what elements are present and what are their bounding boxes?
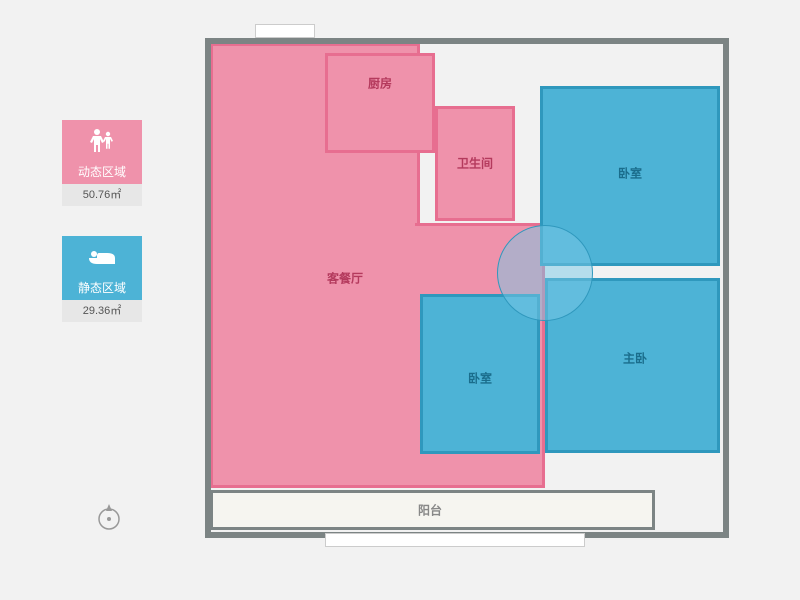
legend-dynamic-label: 动态区域 [62, 160, 142, 184]
legend-static: 静态区域 29.36㎡ [62, 236, 142, 322]
legend-static-value: 29.36㎡ [62, 300, 142, 322]
floor-plan: 客餐厅厨房卫生间卧室主卧卧室阳台 [205, 28, 735, 588]
people-icon [62, 120, 142, 160]
legend: 动态区域 50.76㎡ 静态区域 29.36㎡ [62, 120, 142, 352]
canvas: 动态区域 50.76㎡ 静态区域 29.36㎡ 客餐厅厨房卫生间卧室主卧卧 [0, 0, 800, 600]
room-label-kitchen: 厨房 [368, 75, 392, 92]
room-label-bedroom1: 卧室 [618, 165, 642, 182]
room-label-bath: 卫生间 [457, 155, 493, 172]
legend-static-label: 静态区域 [62, 276, 142, 300]
room-label-balcony: 阳台 [418, 502, 442, 519]
room-label-master: 主卧 [623, 350, 647, 367]
compass-icon [94, 502, 124, 532]
room-label-living: 客餐厅 [327, 270, 363, 287]
wall-notch [325, 533, 585, 547]
sleep-icon [62, 236, 142, 276]
wall-notch [255, 24, 315, 38]
room-label-bedroom2: 卧室 [468, 370, 492, 387]
legend-dynamic-value: 50.76㎡ [62, 184, 142, 206]
room-kitchen [325, 53, 435, 153]
door-arc [497, 225, 593, 321]
legend-dynamic: 动态区域 50.76㎡ [62, 120, 142, 206]
